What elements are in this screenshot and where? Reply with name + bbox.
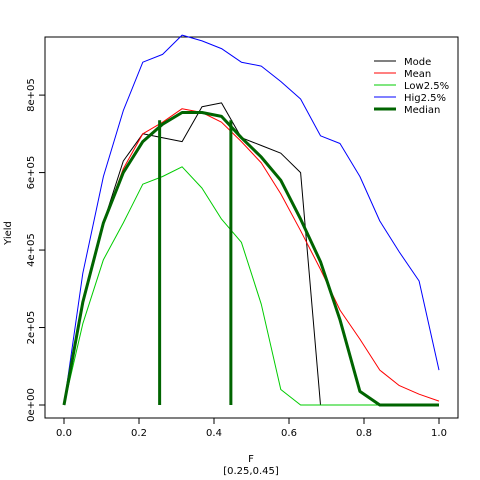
y-axis: 0e+00 2e+05 4e+05 6e+05 8e+05 xyxy=(26,78,46,422)
x-axis-subtitle: [0.25,0.45] xyxy=(223,466,279,477)
series-line-low2-5- xyxy=(63,166,439,406)
series-line-mean xyxy=(63,108,440,406)
y-axis-title: Yield xyxy=(3,221,14,246)
x-tick-label: 0.8 xyxy=(356,428,372,439)
x-tick-label: 1.0 xyxy=(431,428,447,439)
plot-frame xyxy=(44,36,459,419)
legend-label: Mean xyxy=(404,69,431,80)
legend-label: Low2.5% xyxy=(404,81,449,92)
x-tick-label: 0.2 xyxy=(131,428,147,439)
y-tick-label: 2e+05 xyxy=(26,311,37,345)
x-tick-label: 0.0 xyxy=(56,428,72,439)
y-tick-label: 0e+00 xyxy=(26,388,37,422)
series-line-hig2-5- xyxy=(63,34,440,406)
reference-lines xyxy=(158,120,233,405)
legend-label: Median xyxy=(404,105,440,116)
series-layer xyxy=(62,34,440,407)
series-line-median xyxy=(62,111,439,407)
x-tick-label: 0.4 xyxy=(206,428,222,439)
legend-label: Hig2.5% xyxy=(404,93,446,104)
y-tick-label: 8e+05 xyxy=(26,78,37,112)
x-tick-label: 0.6 xyxy=(281,428,297,439)
x-axis: 0.0 0.2 0.4 0.6 0.8 1.0 xyxy=(56,417,447,439)
y-tick-label: 6e+05 xyxy=(26,156,37,190)
legend-label: Mode xyxy=(404,57,431,68)
y-tick-label: 4e+05 xyxy=(26,233,37,267)
x-axis-title: F xyxy=(248,454,254,465)
